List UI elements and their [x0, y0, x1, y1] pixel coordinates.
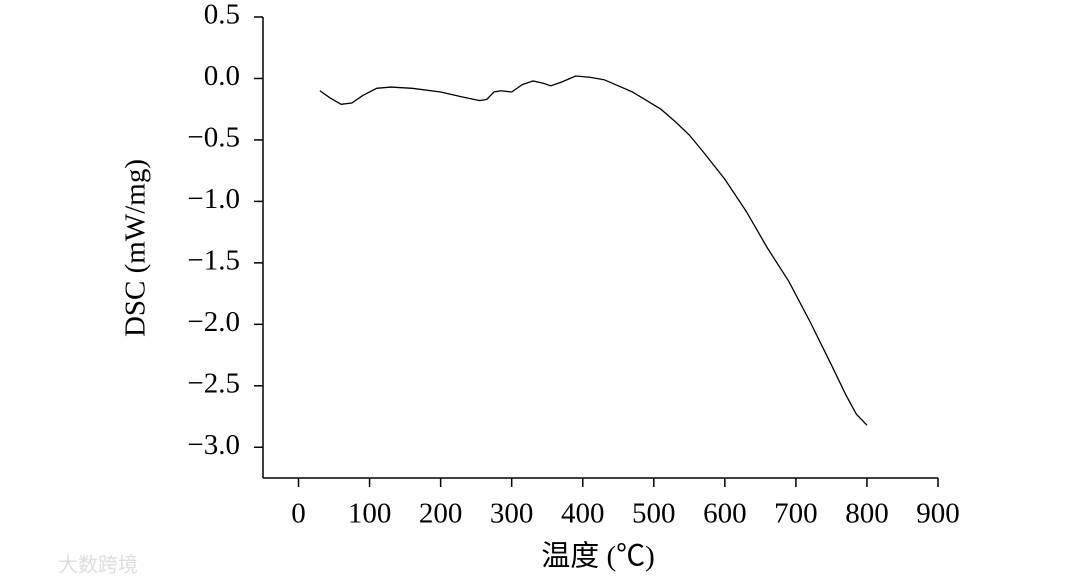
y-tick-label: −2.0 — [187, 306, 240, 338]
x-tick-label: 500 — [632, 498, 676, 530]
y-tick-label: −0.5 — [187, 122, 240, 154]
y-tick-label: 0.5 — [204, 0, 240, 31]
x-axis-title: 温度 (℃) — [541, 540, 655, 573]
x-tick-label: 300 — [490, 498, 534, 530]
y-tick-label: −3.0 — [187, 429, 240, 461]
y-tick-label: −1.5 — [187, 245, 240, 277]
y-tick-label: −1.0 — [187, 183, 240, 215]
watermark: 大数跨境 — [58, 553, 138, 577]
y-tick-label: 0.0 — [204, 60, 240, 92]
x-tick-label: 200 — [419, 498, 463, 530]
y-axis-title: DSC (mW/mg) — [120, 159, 152, 337]
data-line — [319, 75, 868, 426]
x-tick-label: 0 — [291, 498, 306, 530]
y-tick-label: −2.5 — [187, 367, 240, 399]
x-tick-label: 400 — [561, 498, 605, 530]
x-tick-label: 700 — [774, 498, 818, 530]
x-tick-label: 600 — [703, 498, 747, 530]
x-tick-label: 800 — [845, 498, 889, 530]
x-tick-label: 900 — [916, 498, 960, 530]
x-tick-label: 100 — [348, 498, 392, 530]
